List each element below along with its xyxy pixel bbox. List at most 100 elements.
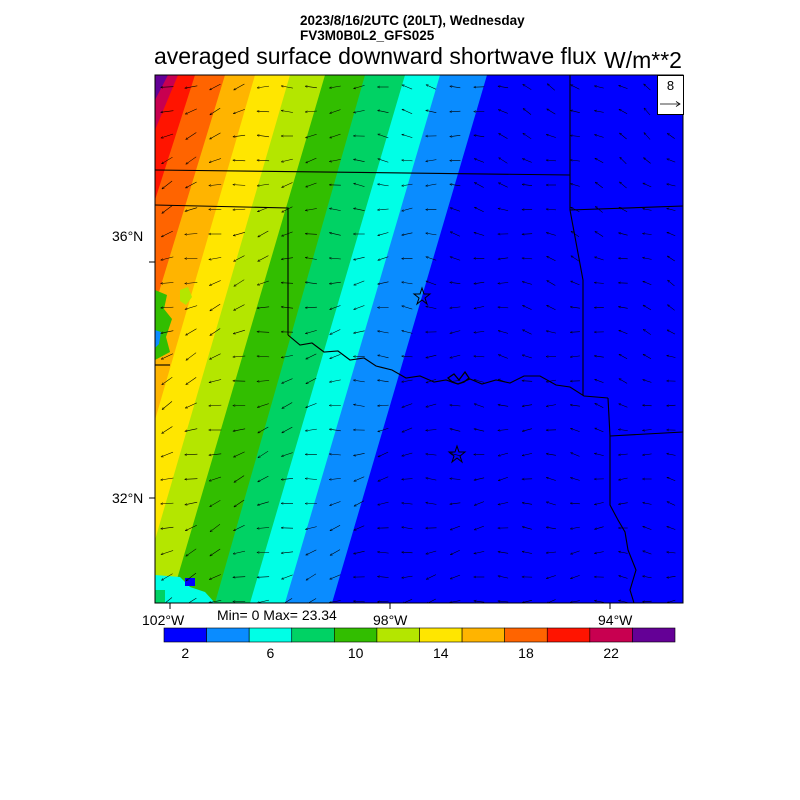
- wind-arrow: [644, 133, 651, 140]
- wind-arrow: [330, 354, 341, 358]
- texas-louisiana-border: [607, 397, 637, 603]
- wind-arrow: [426, 598, 436, 603]
- wind-arrow: [306, 182, 317, 187]
- reference-vector-box: 8: [657, 75, 684, 115]
- state-borders: [155, 75, 683, 603]
- wind-arrow: [329, 208, 341, 211]
- wind-arrow: [450, 429, 461, 432]
- wind-arrow: [209, 257, 222, 259]
- wind-arrow: [305, 526, 317, 530]
- wind-arrow: [426, 183, 437, 186]
- wind-arrow: [570, 503, 580, 504]
- wind-arrow: [474, 477, 485, 480]
- wind-arrow: [570, 478, 580, 481]
- wind-arrow: [161, 550, 174, 555]
- wind-arrow: [209, 574, 221, 580]
- wind-arrow: [233, 209, 246, 210]
- wind-arrow: [233, 550, 246, 554]
- wind-arrow: [595, 158, 604, 164]
- wind-arrow: [426, 281, 437, 286]
- wind-arrow: [594, 86, 604, 89]
- wind-arrow: [209, 184, 222, 185]
- wind-arrow: [498, 452, 509, 456]
- wind-arrow: [522, 600, 532, 602]
- wind-arrow: [498, 208, 509, 211]
- map-frame: [154, 74, 684, 604]
- wind-arrow: [474, 182, 484, 188]
- wind-arrow: [258, 426, 269, 433]
- wind-arrow: [474, 159, 484, 163]
- colorbar-box: [589, 627, 633, 643]
- wind-arrow: [185, 525, 197, 531]
- wind-arrow: [547, 84, 555, 91]
- wind-arrow: [234, 499, 245, 507]
- wind-arrow: [186, 572, 197, 581]
- wind-arrow: [161, 307, 174, 308]
- wind-arrow: [499, 158, 508, 164]
- wind-arrow: [353, 330, 365, 333]
- wind-arrow: [161, 330, 174, 334]
- wind-arrow: [209, 405, 222, 406]
- wind-arrow: [185, 234, 198, 235]
- wind-arrow: [234, 255, 245, 262]
- wind-arrow: [257, 528, 270, 529]
- wind-arrow: [281, 574, 293, 579]
- axis-ticks: [149, 261, 611, 609]
- colorbar-tick-label: 6: [266, 645, 275, 661]
- wind-arrow: [642, 576, 652, 579]
- wind-arrow: [185, 282, 198, 283]
- wind-arrow: [426, 430, 437, 431]
- wind-arrow: [498, 405, 509, 407]
- wind-arrow: [450, 354, 461, 358]
- wind-arrow: [330, 133, 341, 138]
- wind-arrow: [305, 428, 317, 431]
- wind-arrow: [281, 158, 293, 162]
- wind-arrow: [546, 552, 557, 553]
- wind-arrow: [305, 307, 317, 308]
- wind-arrow: [498, 86, 509, 89]
- wind-arrow: [185, 501, 198, 505]
- wind-arrow: [257, 306, 270, 308]
- wind-arrow: [474, 601, 485, 603]
- wind-arrow: [305, 479, 317, 480]
- wind-arrow: [498, 430, 509, 431]
- wind-arrow: [306, 377, 317, 385]
- wind-arrow: [210, 328, 221, 336]
- wind-arrow: [450, 184, 461, 187]
- wind-arrow: [305, 86, 317, 89]
- wind-arrow: [233, 160, 246, 161]
- wind-arrow: [329, 233, 341, 236]
- wind-arrow: [619, 109, 628, 115]
- wind-arrow: [523, 84, 532, 90]
- wind-arrow: [353, 256, 365, 260]
- colorbar-box: [461, 627, 505, 643]
- wind-arrow: [281, 86, 293, 89]
- wind-arrow: [450, 282, 461, 284]
- wind-arrow: [402, 331, 413, 334]
- wind-arrow: [618, 258, 628, 259]
- wind-arrow: [162, 401, 173, 409]
- reference-arrow-icon: [660, 101, 681, 107]
- wind-arrow: [474, 206, 484, 213]
- wind-arrow: [186, 132, 197, 140]
- wind-arrow: [619, 133, 627, 140]
- wind-arrow: [282, 598, 293, 603]
- wind-arrow: [281, 111, 293, 113]
- wind-arrow: [161, 573, 173, 581]
- wind-arrow: [186, 377, 197, 384]
- wind-arrow: [185, 479, 198, 480]
- wind-arrow: [498, 110, 508, 114]
- wind-arrow: [618, 552, 628, 554]
- colorbar-box: [546, 627, 591, 643]
- wind-arrow: [330, 501, 341, 506]
- wind-arrow: [522, 159, 532, 163]
- wind-arrow: [377, 331, 389, 334]
- wind-arrow: [547, 281, 556, 286]
- wind-arrow: [233, 525, 245, 531]
- wind-arrow: [209, 379, 222, 383]
- wind-arrow: [522, 282, 532, 285]
- wind-arrow: [546, 478, 556, 481]
- wind-arrow: [306, 549, 317, 556]
- wind-arrow: [450, 405, 461, 406]
- wind-arrow: [305, 111, 317, 112]
